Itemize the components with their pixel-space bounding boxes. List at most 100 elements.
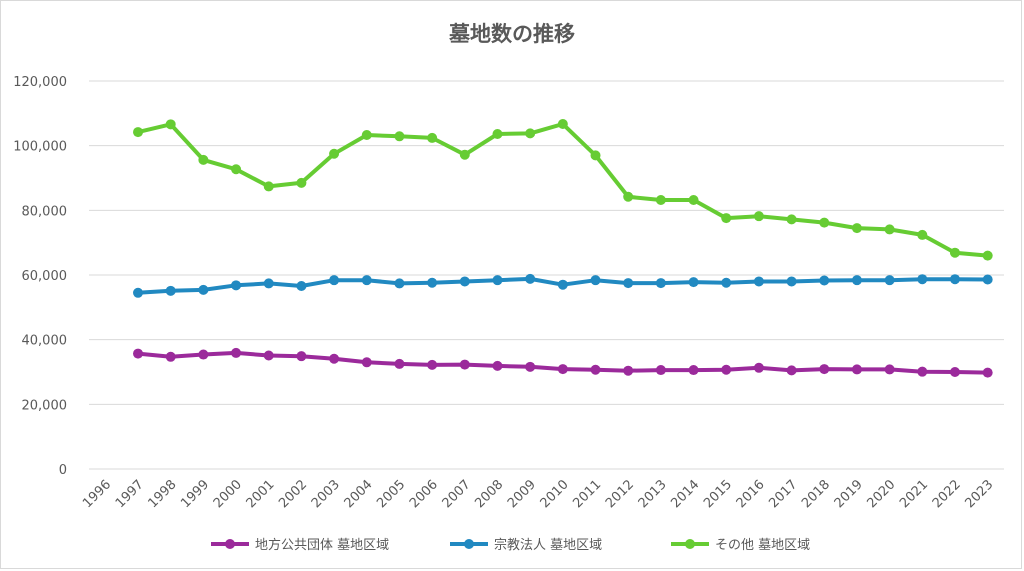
data-point: [688, 365, 699, 376]
x-tick-label: 2020: [864, 477, 898, 511]
data-point: [557, 279, 568, 290]
y-tick-label: 100,000: [13, 140, 67, 155]
data-point: [917, 274, 928, 285]
data-point: [590, 364, 601, 375]
data-point: [198, 284, 209, 295]
data-point: [721, 364, 732, 375]
x-tick-label: 2004: [342, 477, 376, 511]
data-point: [492, 275, 503, 286]
data-point: [688, 194, 699, 205]
data-point: [165, 285, 176, 296]
data-point: [655, 194, 666, 205]
data-point: [361, 275, 372, 286]
data-point: [884, 364, 895, 375]
x-tick-label: 1997: [113, 477, 147, 511]
x-tick-label: 2010: [538, 477, 572, 511]
data-point: [361, 357, 372, 368]
x-tick-label: 2008: [472, 477, 506, 511]
data-point: [590, 150, 601, 161]
data-point: [394, 358, 405, 369]
series-1: [133, 347, 993, 378]
x-tick-label: 2021: [897, 477, 931, 511]
data-point: [884, 275, 895, 286]
x-tick-label: 1996: [80, 477, 114, 511]
series-3: [133, 119, 993, 261]
x-tick-label: 2012: [603, 477, 637, 511]
x-tick-label: 2016: [734, 477, 768, 511]
legend-item[interactable]: 宗教法人 墓地区域: [450, 537, 602, 553]
y-axis-ticks: 0 20,000 40,000 60,000 80,000 100,000 120,000: [13, 75, 67, 478]
x-tick-label: 2005: [374, 477, 408, 511]
y-tick-label: 20,000: [22, 398, 68, 413]
data-point: [492, 360, 503, 371]
chart-title: 墓地数の推移: [448, 22, 575, 46]
data-point: [231, 347, 242, 358]
x-tick-label: 2018: [799, 477, 833, 511]
data-point: [394, 131, 405, 142]
x-tick-label: 2022: [930, 477, 964, 511]
data-point: [917, 366, 928, 377]
data-point: [427, 132, 438, 143]
y-tick-label: 120,000: [13, 75, 67, 90]
data-point: [851, 223, 862, 234]
x-tick-label: 2003: [309, 477, 343, 511]
x-tick-label: 2000: [211, 477, 245, 511]
data-point: [623, 191, 634, 202]
data-point: [884, 224, 895, 235]
data-point: [198, 349, 209, 360]
y-tick-label: 0: [59, 463, 67, 478]
x-tick-label: 2006: [407, 477, 441, 511]
legend-marker: [685, 539, 695, 549]
legend-item[interactable]: 地方公共団体 墓地区域: [211, 537, 389, 553]
data-point: [982, 274, 993, 285]
data-point: [133, 127, 144, 138]
data-point: [329, 353, 340, 364]
data-point: [427, 359, 438, 370]
data-point: [525, 273, 536, 284]
data-point: [165, 119, 176, 130]
legend[interactable]: 地方公共団体 墓地区域 宗教法人 墓地区域 その他 墓地区域: [211, 537, 810, 553]
x-axis-ticks: 1996199719981999200020012002200320042005…: [80, 477, 996, 511]
x-tick-label: 2007: [440, 477, 474, 511]
data-point: [165, 351, 176, 362]
y-tick-label: 40,000: [22, 334, 68, 349]
data-point: [459, 149, 470, 160]
gridlines: [89, 80, 1004, 470]
x-tick-label: 2019: [832, 477, 866, 511]
x-tick-label: 2009: [505, 477, 539, 511]
data-point: [296, 280, 307, 291]
data-point: [459, 276, 470, 287]
data-point: [949, 247, 960, 258]
y-tick-label: 80,000: [22, 204, 68, 219]
data-point: [263, 278, 274, 289]
data-point: [982, 367, 993, 378]
x-tick-label: 1998: [146, 477, 180, 511]
data-point: [819, 364, 830, 375]
data-point: [557, 364, 568, 375]
data-point: [917, 229, 928, 240]
x-tick-label: 2015: [701, 477, 735, 511]
data-point: [851, 364, 862, 375]
data-point: [949, 367, 960, 377]
series-2: [133, 273, 993, 298]
data-point: [263, 350, 274, 361]
data-point: [819, 217, 830, 228]
data-point: [982, 250, 993, 261]
data-point: [753, 362, 764, 373]
data-point: [721, 277, 732, 288]
x-tick-label: 2001: [244, 477, 278, 511]
data-point: [753, 211, 764, 222]
legend-item[interactable]: その他 墓地区域: [671, 538, 810, 553]
legend-label: 宗教法人 墓地区域: [494, 537, 602, 553]
data-point: [361, 129, 372, 140]
data-point: [231, 280, 242, 291]
x-tick-label: 2011: [570, 477, 604, 511]
x-tick-label: 2017: [766, 477, 800, 511]
data-point: [198, 154, 209, 165]
x-tick-label: 2023: [962, 477, 996, 511]
data-point: [329, 148, 340, 159]
x-tick-label: 2002: [276, 477, 310, 511]
data-point: [851, 275, 862, 286]
data-point: [655, 365, 666, 376]
